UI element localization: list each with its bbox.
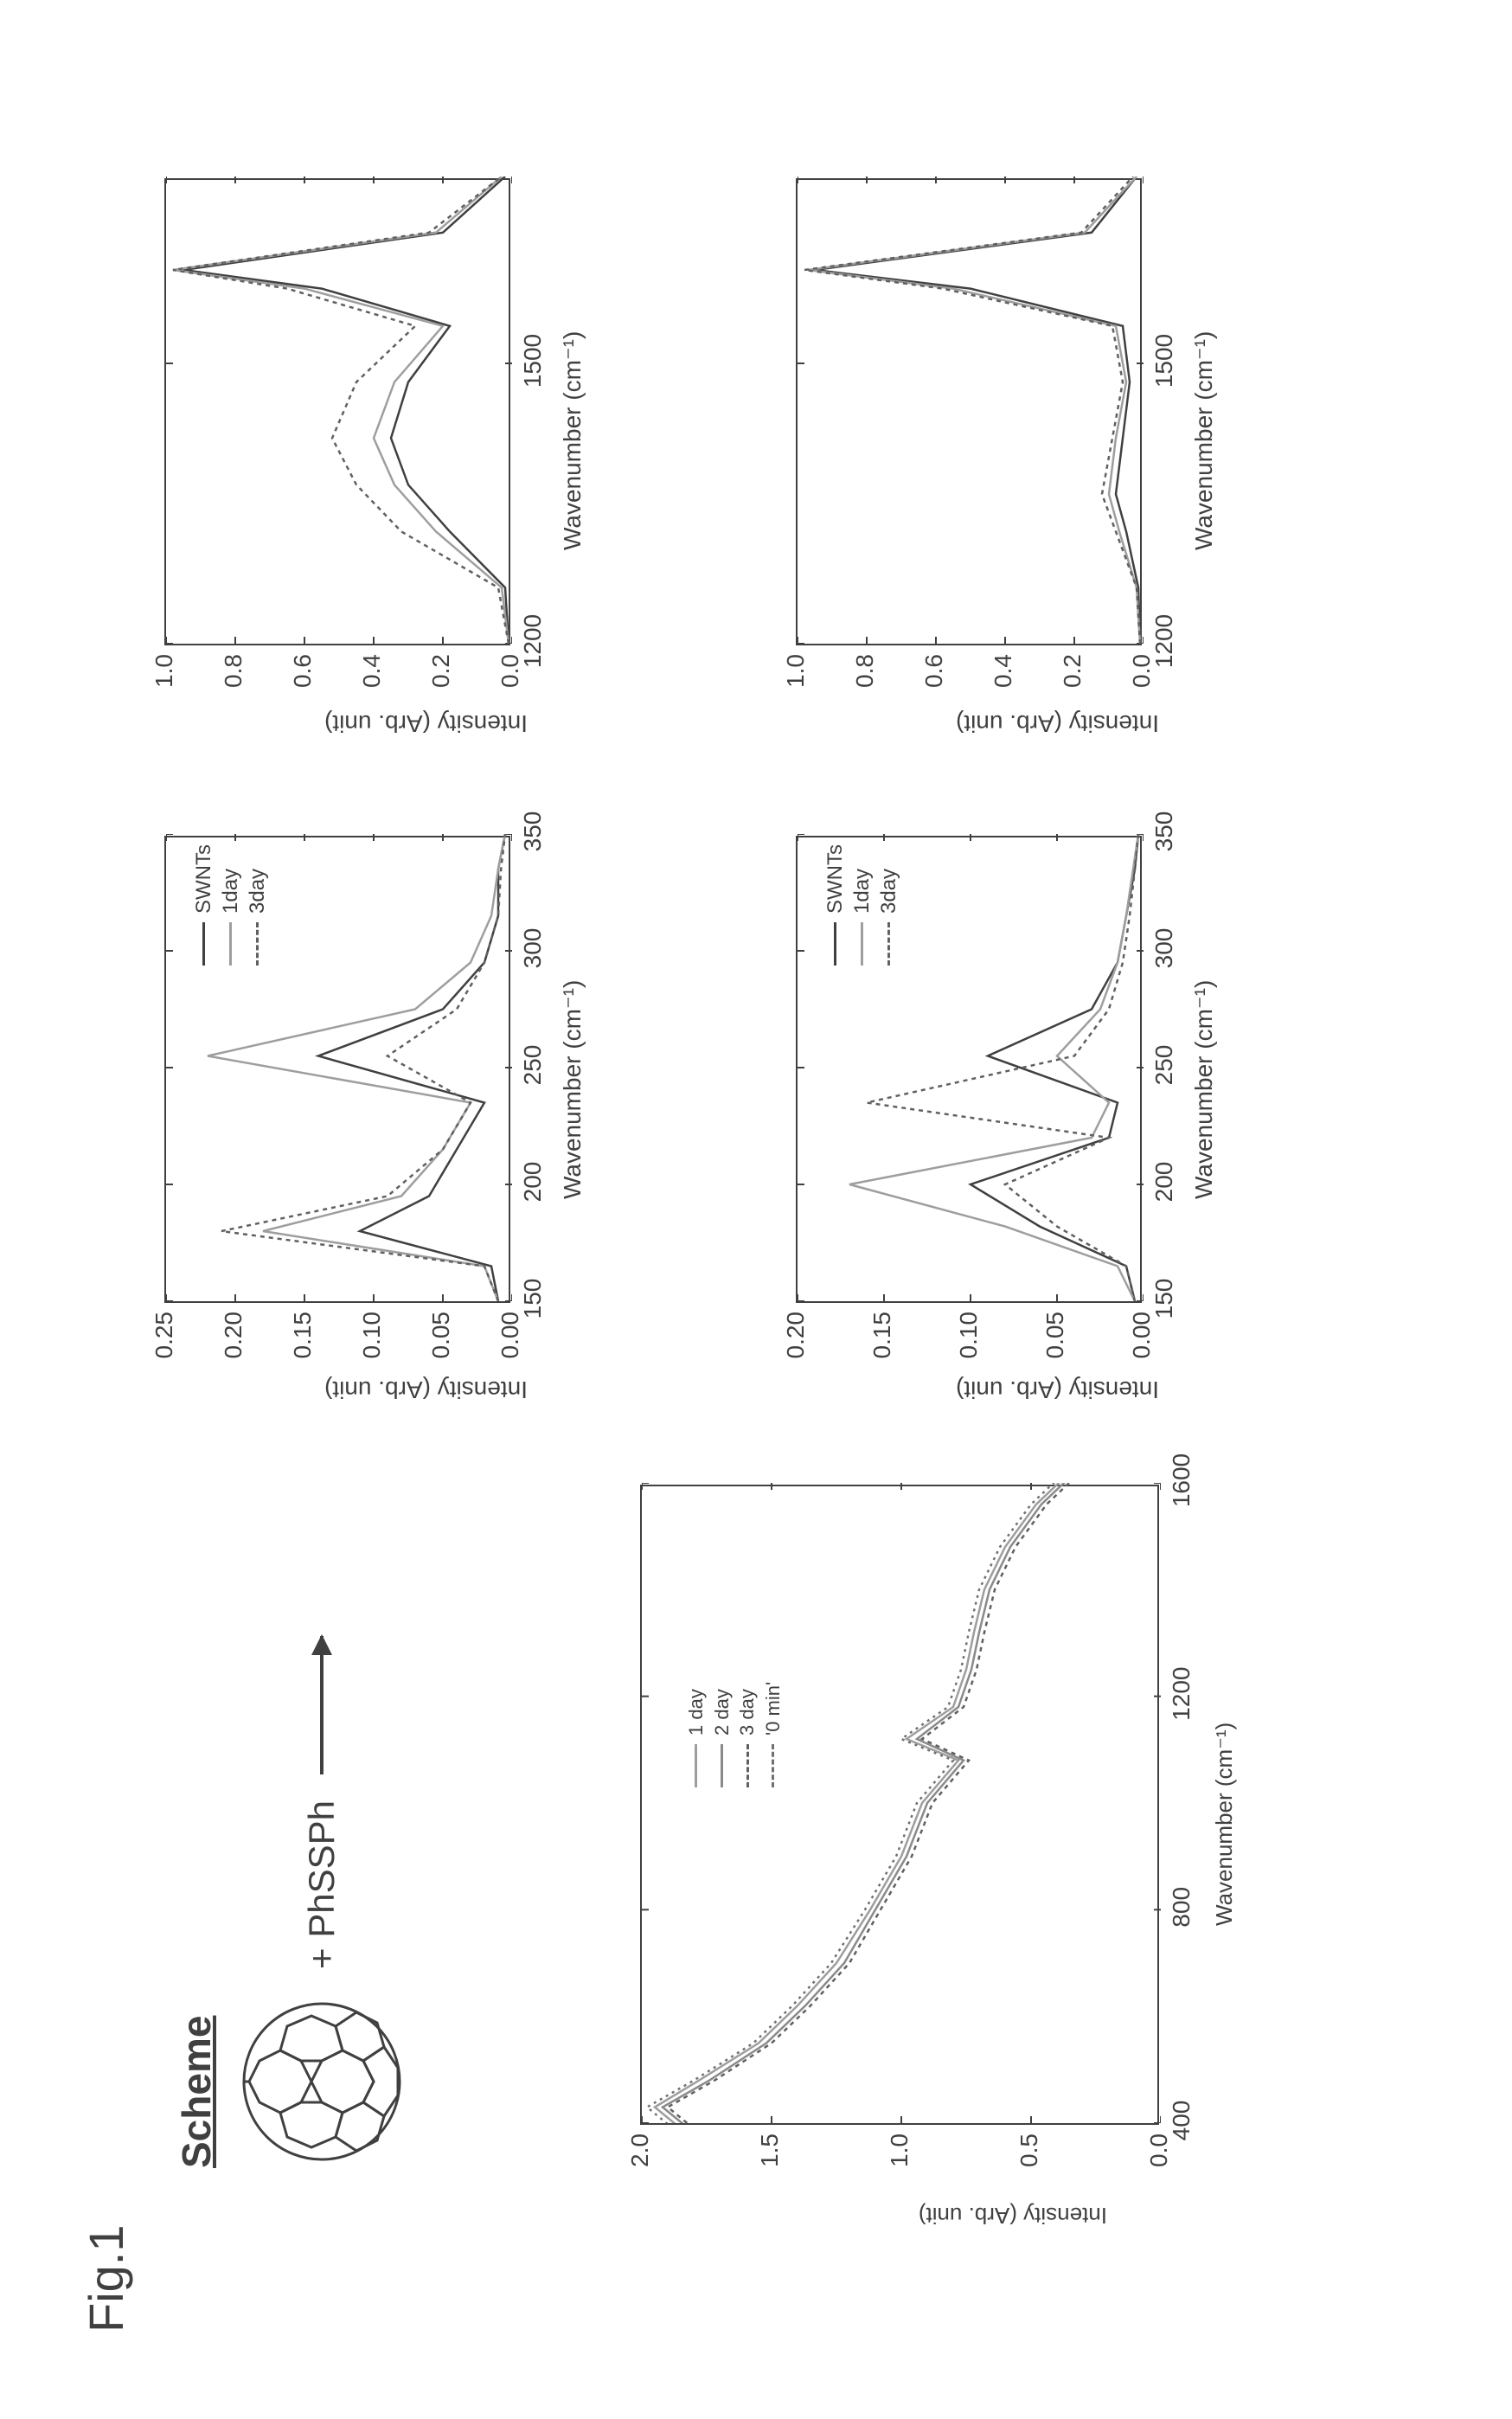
legend-swatch-icon — [834, 922, 836, 966]
legend-item: SWNTs — [190, 844, 217, 966]
legend-label: 2 day — [709, 1689, 735, 1736]
scheme-reagent: + PhSSPh — [301, 1800, 343, 1969]
tick-label: 0.00 — [1128, 1312, 1156, 1381]
legend-item: SWNTs — [822, 844, 849, 966]
tick-label: 1.5 — [756, 2133, 784, 2203]
legend-item: 1day — [849, 844, 875, 966]
chart-main: Intensity (Arb. unit) 1 day2 day3 day'0 … — [623, 1459, 1280, 2237]
chart-main-svg — [642, 1483, 1161, 2123]
chart-tr1-xlabel: Wavenumber (cm⁻¹) — [558, 980, 586, 1199]
tick-label: 0.4 — [358, 654, 386, 723]
legend-item: 1 day — [683, 1682, 709, 1787]
legend-label: 3day — [244, 869, 271, 914]
tick-label: 0.2 — [427, 654, 455, 723]
legend-label: '0 min' — [760, 1682, 786, 1736]
chart-main-legend: 1 day2 day3 day'0 min' — [683, 1682, 786, 1787]
tick-label: 0.00 — [497, 1312, 524, 1381]
tick-label: 0.5 — [1015, 2133, 1043, 2203]
legend-swatch-icon — [256, 922, 259, 966]
tick-label: 0.2 — [1059, 654, 1086, 723]
legend-label: 3 day — [734, 1689, 760, 1736]
tick-label: 1500 — [1150, 330, 1178, 391]
scheme-block: Scheme + PhSSPh — [173, 1636, 408, 2168]
chart-tr2: Intensity (Arb. unit) 12001500 0.00.20.4… — [147, 144, 631, 749]
tick-label: 300 — [519, 918, 547, 979]
tick-label: 0.0 — [1128, 654, 1156, 723]
chart-tr1-legend: SWNTs1day3day — [190, 844, 272, 966]
tick-label: 0.6 — [289, 654, 317, 723]
tick-label: 1500 — [519, 330, 547, 391]
chart-br2-plot — [796, 178, 1142, 645]
tick-label: 0.8 — [220, 654, 247, 723]
chart-main-xlabel: Wavenumber (cm⁻¹) — [1211, 1723, 1238, 1926]
legend-item: '0 min' — [760, 1682, 786, 1787]
legend-label: 1day — [849, 869, 875, 914]
tick-label: 350 — [519, 801, 547, 862]
reaction-arrow-icon — [320, 1636, 324, 1774]
legend-swatch-icon — [695, 1744, 697, 1787]
legend-item: 3day — [875, 844, 902, 966]
chart-br2-svg — [798, 176, 1144, 644]
legend-label: SWNTs — [190, 844, 217, 914]
legend-label: 1day — [217, 869, 244, 914]
chart-br2: Intensity (Arb. unit) 12001500 0.00.20.4… — [778, 144, 1263, 749]
legend-swatch-icon — [746, 1744, 749, 1787]
legend-item: 3day — [244, 844, 271, 966]
tick-label: 0.10 — [358, 1312, 386, 1381]
tick-label: 0.8 — [851, 654, 879, 723]
tick-label: 300 — [1150, 918, 1178, 979]
chart-br1-xlabel: Wavenumber (cm⁻¹) — [1189, 980, 1218, 1199]
tick-label: 200 — [519, 1152, 547, 1212]
chart-tr1: Intensity (Arb. unit) SWNTs1day3day 1502… — [147, 810, 631, 1415]
tick-label: 1600 — [1168, 1450, 1195, 1511]
tick-label: 1.0 — [151, 654, 178, 723]
legend-label: 1 day — [683, 1689, 709, 1736]
legend-swatch-icon — [887, 922, 890, 966]
tick-label: 2.0 — [626, 2133, 654, 2203]
legend-item: 2 day — [709, 1682, 735, 1787]
tick-label: 250 — [1150, 1035, 1178, 1095]
legend-swatch-icon — [861, 922, 863, 966]
scheme-title: Scheme — [173, 1636, 220, 2168]
legend-item: 1day — [217, 844, 244, 966]
figure-label: Fig.1 — [78, 2225, 134, 2333]
tick-label: 0.05 — [1041, 1312, 1069, 1381]
tick-label: 250 — [519, 1035, 547, 1095]
legend-swatch-icon — [772, 1744, 774, 1787]
tick-label: 1.0 — [886, 2133, 913, 2203]
tick-label: 0.15 — [289, 1312, 317, 1381]
chart-br1: Intensity (Arb. unit) SWNTs1day3day 1502… — [778, 810, 1263, 1415]
tick-label: 1.0 — [782, 654, 810, 723]
legend-item: 3 day — [734, 1682, 760, 1787]
tick-label: 0.15 — [868, 1312, 896, 1381]
chart-br2-xlabel: Wavenumber (cm⁻¹) — [1189, 331, 1218, 550]
tick-label: 1200 — [1168, 1664, 1195, 1724]
legend-swatch-icon — [229, 922, 232, 966]
tick-label: 0.0 — [1145, 2133, 1173, 2203]
chart-tr2-xlabel: Wavenumber (cm⁻¹) — [558, 331, 586, 550]
tick-label: 350 — [1150, 801, 1178, 862]
tick-label: 0.05 — [427, 1312, 455, 1381]
legend-label: SWNTs — [822, 844, 849, 914]
chart-main-plot — [640, 1485, 1159, 2125]
chart-br1-legend: SWNTs1day3day — [822, 844, 903, 966]
chart-tr2-svg — [166, 176, 512, 644]
tick-label: 200 — [1150, 1152, 1178, 1212]
chart-tr2-plot — [164, 178, 510, 645]
fullerene-icon — [235, 1995, 408, 2168]
tick-label: 0.6 — [920, 654, 948, 723]
chart-main-ylabel: Intensity (Arb. unit) — [919, 2202, 1107, 2229]
legend-swatch-icon — [202, 922, 205, 966]
tick-label: 0.20 — [782, 1312, 810, 1381]
legend-label: 3day — [875, 869, 902, 914]
tick-label: 0.20 — [220, 1312, 247, 1381]
tick-label: 0.10 — [955, 1312, 983, 1381]
legend-swatch-icon — [721, 1744, 723, 1787]
tick-label: 800 — [1168, 1877, 1195, 1937]
tick-label: 0.25 — [151, 1312, 178, 1381]
tick-label: 0.4 — [990, 654, 1017, 723]
tick-label: 0.0 — [497, 654, 524, 723]
